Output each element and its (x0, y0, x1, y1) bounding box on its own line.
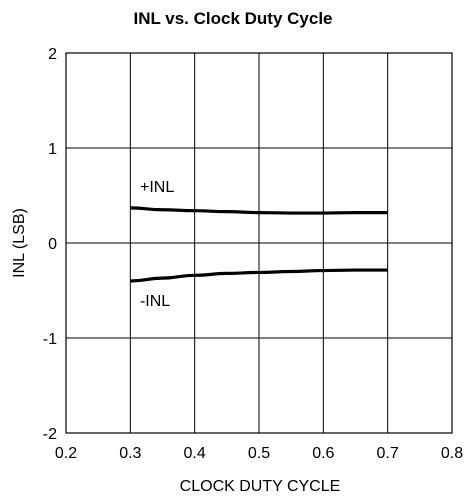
x-axis-label: CLOCK DUTY CYCLE (180, 478, 341, 495)
series-line-minus-inl (130, 268, 388, 283)
series-line-plus-inl (130, 206, 388, 215)
y-tick-label: 2 (48, 46, 57, 63)
grid-lines (66, 53, 452, 433)
x-tick-label: 0.6 (312, 445, 334, 462)
series-annotations: +INL -INL (140, 179, 174, 310)
annotation-plus-inl: +INL (140, 179, 174, 196)
x-tick-label: 0.2 (55, 445, 77, 462)
y-tick-label: 0 (48, 236, 57, 253)
annotation-minus-inl: -INL (140, 293, 170, 310)
x-axis-tick-labels: 0.2 0.3 0.4 0.5 0.6 0.7 0.8 (55, 445, 463, 462)
y-axis-tick-labels: 2 1 0 -1 -2 (43, 46, 57, 443)
y-tick-label: -2 (43, 426, 57, 443)
chart-title: INL vs. Clock Duty Cycle (133, 9, 332, 28)
y-tick-label: 1 (48, 141, 57, 158)
series-lines (130, 206, 388, 283)
plot-area-frame (65, 52, 453, 434)
y-axis-label: INL (LSB) (11, 208, 28, 278)
x-tick-label: 0.7 (377, 445, 399, 462)
x-tick-label: 0.4 (184, 445, 206, 462)
x-tick-label: 0.8 (441, 445, 463, 462)
x-tick-label: 0.3 (119, 445, 141, 462)
y-tick-label: -1 (43, 331, 57, 348)
x-tick-label: 0.5 (248, 445, 270, 462)
